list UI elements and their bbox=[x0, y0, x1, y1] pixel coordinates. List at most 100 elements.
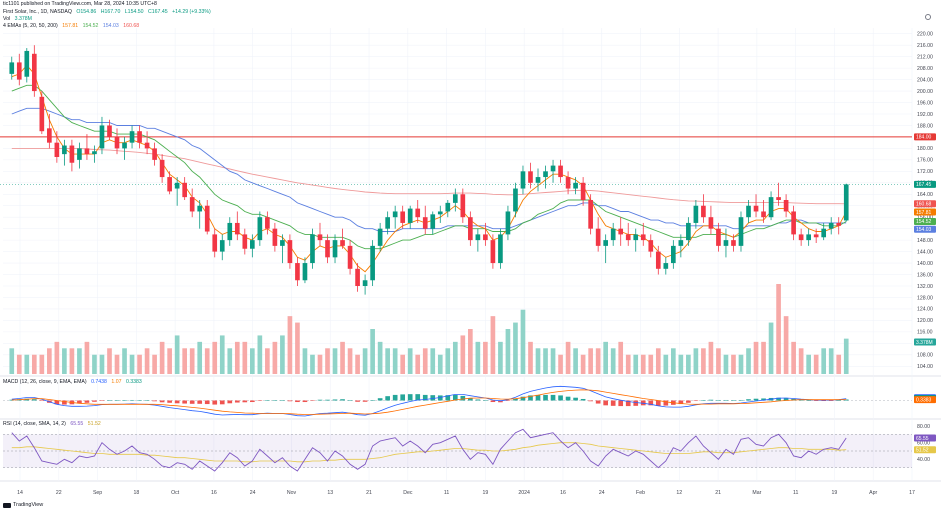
candle-body bbox=[821, 228, 827, 238]
candle-body bbox=[663, 263, 669, 269]
price-tick-label: 108.00 bbox=[917, 353, 933, 359]
macd-histogram-bar bbox=[39, 400, 45, 402]
settings-gear-icon[interactable] bbox=[925, 14, 931, 20]
time-tick-label: 21 bbox=[366, 490, 372, 496]
volume-bar bbox=[610, 348, 616, 374]
candle-body bbox=[317, 234, 323, 241]
macd-histogram-bar bbox=[490, 400, 496, 403]
candle-body bbox=[520, 171, 526, 189]
rsi-pane[interactable] bbox=[3, 428, 912, 472]
rsi-legend[interactable]: RSI (14, close, SMA, 14, 2) 65.55 51.52 bbox=[3, 421, 104, 428]
volume-bar bbox=[806, 354, 811, 374]
volume-bar bbox=[520, 309, 526, 374]
macd-histogram-bar bbox=[828, 400, 834, 401]
volume-bar bbox=[31, 354, 37, 374]
volume-bar bbox=[723, 354, 729, 374]
rsi-tick-label: 40.00 bbox=[917, 457, 930, 463]
tag-last-price: 167.45 bbox=[914, 180, 936, 188]
candle-body bbox=[437, 211, 443, 215]
macd-legend[interactable]: MACD (12, 26, close, 9, EMA, EMA) 0.7438… bbox=[3, 379, 145, 386]
candle-body bbox=[385, 217, 390, 229]
volume-bar bbox=[422, 348, 428, 374]
macd-histogram-bar bbox=[92, 400, 97, 402]
price-tag-box bbox=[914, 217, 936, 225]
candle-body bbox=[498, 234, 503, 264]
price-tick-label: 116.00 bbox=[917, 330, 933, 336]
ema-legend[interactable]: 4 EMAs (5, 20, 50, 200) 157.81 154.52 15… bbox=[3, 23, 142, 30]
tag-rsi-ma: 51.52 bbox=[914, 446, 936, 454]
price-tick-label: 120.00 bbox=[917, 318, 933, 324]
macd-histogram-bar bbox=[385, 396, 390, 401]
candle-body bbox=[761, 211, 766, 218]
volume-bar bbox=[129, 354, 135, 374]
volume-bar bbox=[580, 354, 586, 374]
candle-body bbox=[407, 208, 413, 223]
volume-bar bbox=[24, 354, 30, 374]
macd-histogram-bar bbox=[513, 398, 518, 401]
price-tick-label: 104.00 bbox=[917, 364, 933, 370]
volume-bar bbox=[77, 348, 82, 374]
time-tick-label: 18 bbox=[133, 490, 139, 496]
price-tag-text: 160.68 bbox=[916, 202, 932, 208]
volume-bar bbox=[287, 316, 293, 374]
candle-body bbox=[47, 128, 52, 143]
time-tick-label: 19 bbox=[832, 490, 838, 496]
rsi-tick-label: 80.00 bbox=[917, 424, 930, 430]
macd-histogram-bar bbox=[430, 395, 436, 401]
time-axis[interactable]: 14 22 Sep 18 Oct 16 24 Nov 13 21 Dec 11 19 2024 16 24 Fe… bbox=[17, 490, 915, 496]
macd-histogram-bar bbox=[144, 400, 150, 401]
volume-bar bbox=[392, 348, 398, 374]
price-tick-label: 128.00 bbox=[917, 295, 933, 301]
price-tag-box bbox=[914, 446, 936, 454]
candle-body bbox=[249, 240, 255, 249]
candle-body bbox=[400, 211, 406, 223]
macd-histogram-bar bbox=[129, 399, 135, 401]
macd-line bbox=[11, 385, 847, 417]
candle-body bbox=[159, 159, 165, 178]
time-tick-label: Feb bbox=[636, 490, 645, 496]
macd-histogram-bar bbox=[167, 400, 172, 403]
macd-histogram-bar bbox=[219, 400, 225, 405]
price-tick-label: 212.00 bbox=[917, 54, 933, 60]
volume-bar bbox=[490, 316, 496, 374]
time-tick-label: 2024 bbox=[518, 490, 530, 496]
price-pane[interactable] bbox=[0, 45, 912, 295]
rsi-label: RSI (14, close, SMA, 14, 2) bbox=[3, 421, 66, 427]
candle-body bbox=[843, 184, 849, 221]
candle-body bbox=[422, 217, 428, 229]
volume-bar bbox=[370, 329, 375, 374]
price-tick-label: 192.00 bbox=[917, 112, 933, 118]
macd-histogram-bar bbox=[445, 395, 451, 401]
candle-body bbox=[768, 197, 774, 218]
candle-body bbox=[302, 263, 308, 281]
macd-signal-value: 1.07 bbox=[111, 379, 122, 385]
macd-histogram-bar bbox=[543, 394, 548, 401]
volume-legend[interactable]: Vol 3.378M bbox=[3, 16, 35, 23]
macd-histogram-bar bbox=[415, 394, 421, 401]
macd-histogram-bar bbox=[31, 399, 37, 401]
candle-body bbox=[295, 263, 300, 281]
macd-histogram-bar bbox=[242, 400, 248, 403]
volume-bar bbox=[753, 341, 759, 374]
footer-brand[interactable]: TradingView bbox=[3, 502, 43, 508]
macd-histogram-bar bbox=[272, 400, 278, 401]
macd-histogram-bar bbox=[505, 400, 511, 402]
time-tick-label: 16 bbox=[560, 490, 566, 496]
volume-bar bbox=[460, 335, 466, 374]
volume-bar bbox=[783, 316, 789, 374]
candle-body bbox=[69, 145, 75, 163]
publisher-text: tic1101 published on TradingView.com, Ma… bbox=[3, 1, 157, 7]
time-tick-label: Mar bbox=[752, 490, 761, 496]
candle-body bbox=[738, 217, 744, 246]
volume-bar bbox=[340, 341, 345, 374]
price-tick-label: 204.00 bbox=[917, 77, 933, 83]
volume-bar bbox=[295, 322, 300, 374]
volume-bar bbox=[565, 341, 571, 374]
candle-body bbox=[490, 240, 496, 264]
candle-body bbox=[174, 182, 180, 189]
macd-pane[interactable] bbox=[3, 385, 912, 417]
candle-body bbox=[625, 234, 631, 241]
candle-body bbox=[686, 222, 691, 241]
candle-body bbox=[310, 234, 315, 264]
